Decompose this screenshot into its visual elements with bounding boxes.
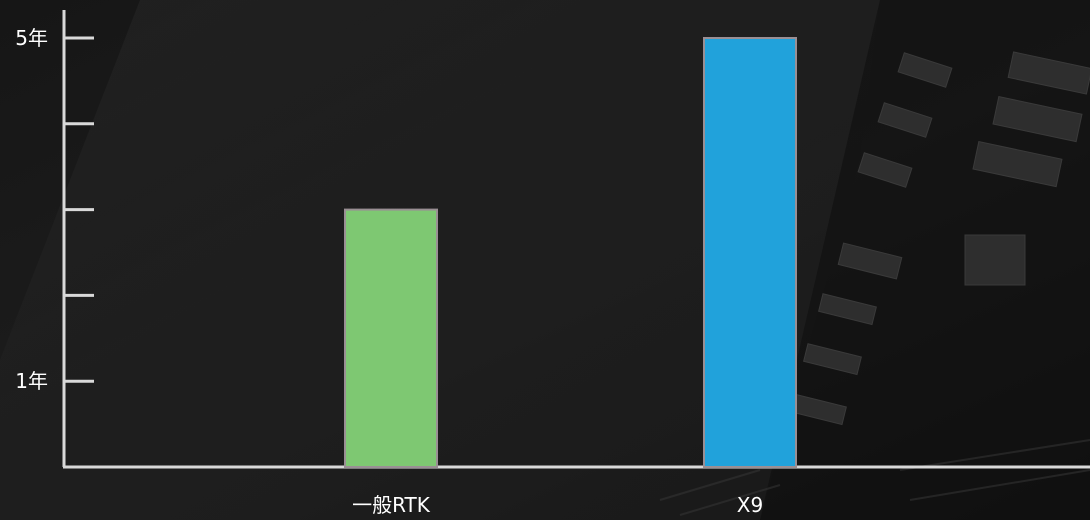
bar-1 — [703, 37, 797, 468]
y-tick-label-5: 5年 — [15, 26, 48, 50]
bar-0 — [344, 208, 438, 468]
y-tick-label-1: 1年 — [15, 369, 48, 393]
category-label-1: X9 — [737, 493, 763, 517]
category-label-0: 一般RTK — [352, 493, 431, 517]
